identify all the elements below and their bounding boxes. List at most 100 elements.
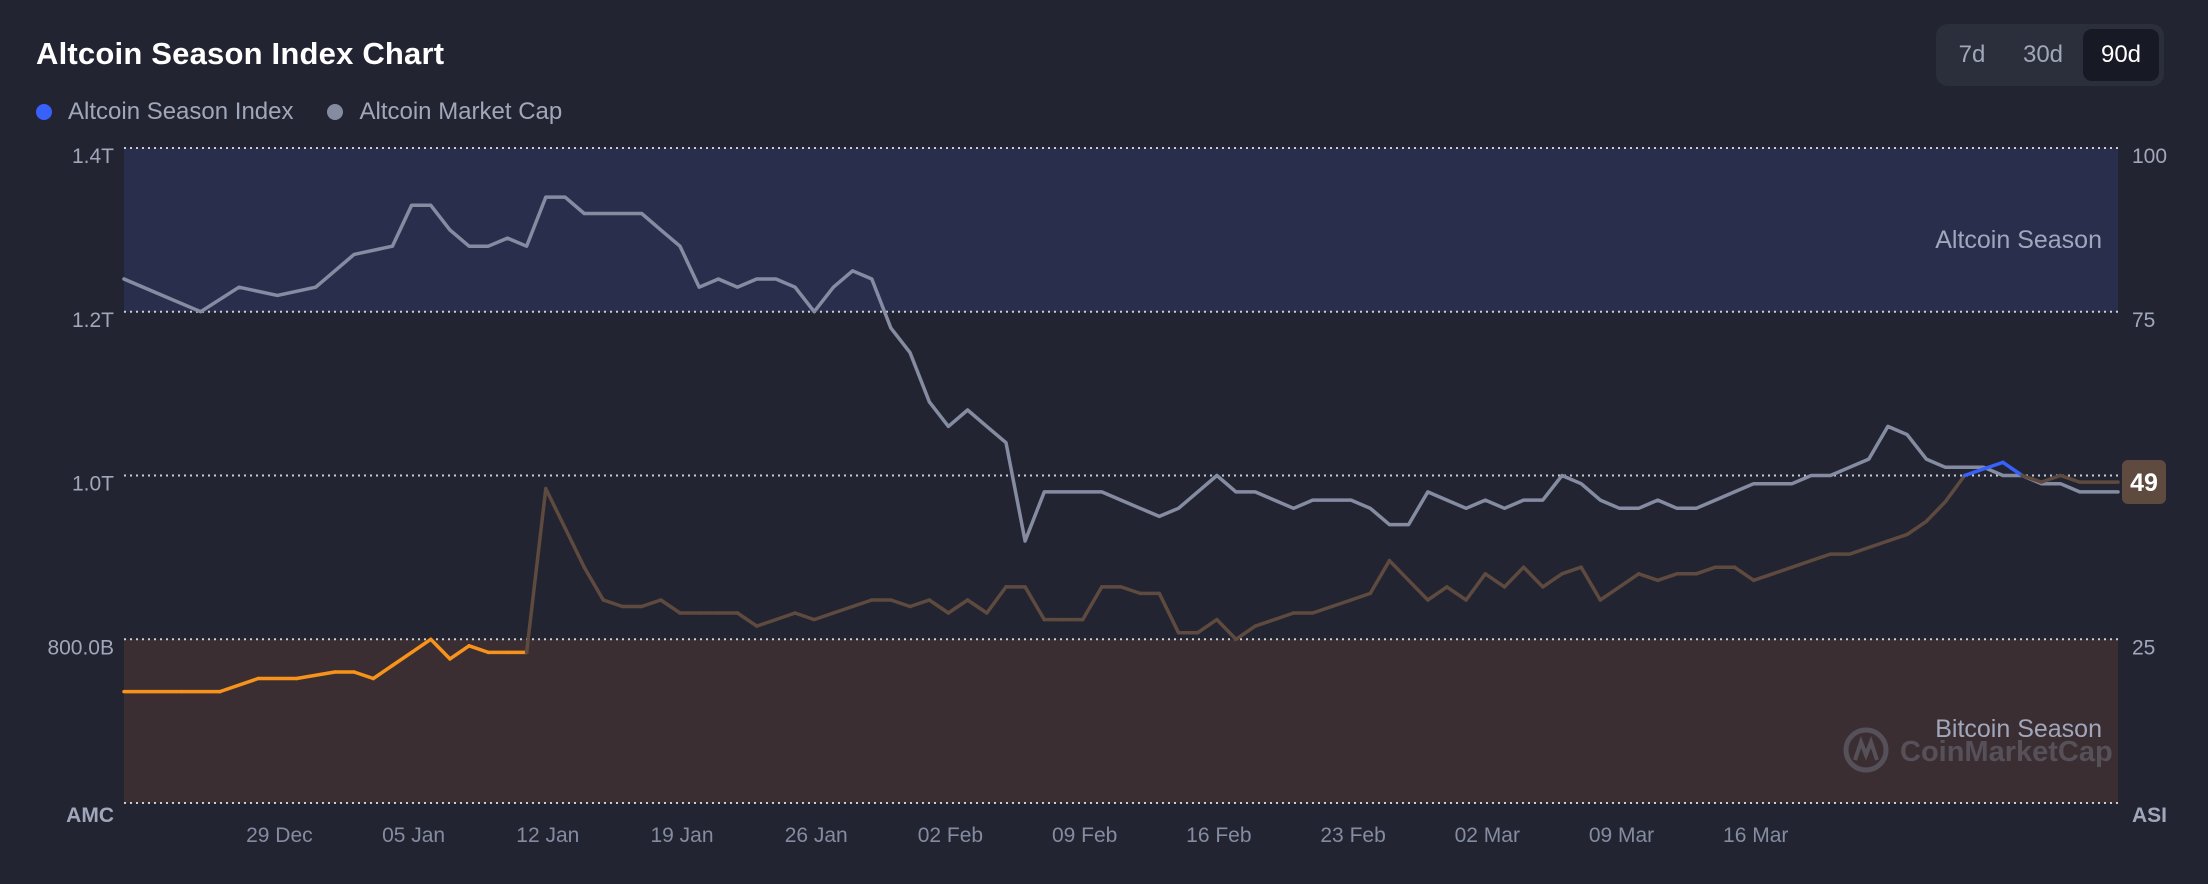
series-segment-index bbox=[1234, 624, 1257, 642]
series-segment-index bbox=[1330, 598, 1353, 609]
series-segment-index bbox=[735, 611, 759, 628]
series-segment-index bbox=[908, 598, 932, 609]
series-segment-index bbox=[1579, 565, 1603, 602]
series-segment-index bbox=[524, 486, 548, 655]
y-left-tick-label: 800.0B bbox=[47, 636, 114, 659]
series-line-market-cap bbox=[122, 195, 2120, 543]
series-segment-index bbox=[1272, 611, 1296, 622]
series-segment-index bbox=[1560, 565, 1583, 576]
x-tick-label: 16 Feb bbox=[1186, 824, 1251, 847]
y-right-tick-label: 25 bbox=[2132, 636, 2155, 659]
series-segment-index bbox=[2058, 473, 2082, 484]
series-segment-index bbox=[1023, 585, 1047, 622]
series-segment-index bbox=[1924, 499, 1948, 524]
series-segment-index bbox=[1732, 565, 1756, 583]
legend-item-altcoin-market-cap[interactable]: Altcoin Market Cap bbox=[327, 98, 562, 126]
series-segment-index bbox=[429, 637, 452, 661]
zone-label-1: Bitcoin Season bbox=[1935, 715, 2102, 743]
chart-legend: Altcoin Season Index Altcoin Market Cap bbox=[36, 98, 562, 126]
series-segment-index bbox=[2039, 473, 2063, 484]
x-tick-label: 29 Dec bbox=[246, 824, 313, 847]
series-segment-index bbox=[1253, 617, 1277, 628]
series-segment-index bbox=[1694, 565, 1718, 576]
series-segment-index bbox=[774, 611, 797, 622]
x-tick-label: 19 Jan bbox=[650, 824, 713, 847]
series-segment-index bbox=[1886, 532, 1909, 543]
series-segment-index bbox=[294, 670, 337, 681]
series-segment-index bbox=[601, 598, 625, 609]
x-tick-label: 09 Mar bbox=[1589, 824, 1654, 847]
series-segment-index bbox=[793, 611, 816, 622]
zone-label-0: Altcoin Season bbox=[1935, 226, 2102, 254]
series-segment-index bbox=[1406, 578, 1430, 602]
watermark-logo-icon bbox=[1843, 727, 1889, 773]
series-segment-index bbox=[1943, 473, 1967, 504]
series-segment-index bbox=[1387, 558, 1411, 583]
series-segment-index bbox=[754, 617, 778, 628]
y-right-tick-label: 100 bbox=[2132, 145, 2167, 168]
series-segment-index bbox=[850, 598, 874, 609]
series-segment-index bbox=[1119, 585, 1142, 596]
series-segment-index bbox=[1157, 591, 1181, 635]
series-segment-index bbox=[390, 650, 414, 668]
series-segment-index bbox=[812, 611, 836, 622]
legend-label-market-cap: Altcoin Market Cap bbox=[359, 98, 563, 125]
series-segment-index bbox=[1426, 585, 1449, 602]
legend-item-altcoin-season-index[interactable]: Altcoin Season Index bbox=[36, 98, 293, 126]
x-tick-label: 02 Mar bbox=[1455, 824, 1520, 847]
series-segment-index bbox=[1502, 565, 1526, 589]
legend-dot-market-cap bbox=[327, 104, 344, 120]
series-segment-index bbox=[1771, 565, 1794, 576]
series-segment-index bbox=[965, 598, 989, 615]
range-30d-button[interactable]: 30d bbox=[2022, 41, 2064, 68]
series-segment-index bbox=[1310, 604, 1334, 615]
series-segment-index bbox=[1368, 558, 1392, 596]
y-left-tick-label: 1.2T bbox=[72, 309, 114, 332]
series-segment-index bbox=[1521, 565, 1545, 589]
x-tick-label: 02 Feb bbox=[918, 824, 983, 847]
chart-title: Altcoin Season Index Chart bbox=[36, 36, 445, 71]
series-segment-index bbox=[1982, 460, 2005, 471]
series-segment-index bbox=[1790, 558, 1813, 569]
series-segment-index bbox=[1867, 539, 1890, 550]
y-left-tick-label: 1.4T bbox=[72, 145, 114, 168]
zone-band-1 bbox=[124, 639, 2118, 803]
current-value-label: 49 bbox=[2130, 469, 2158, 497]
series-segment-index bbox=[467, 644, 491, 655]
watermark: CoinMarketCap bbox=[1843, 727, 2113, 773]
watermark-text: CoinMarketCap bbox=[1900, 736, 2113, 768]
series-segment-index bbox=[1656, 572, 1679, 583]
series-segment-index bbox=[1636, 572, 1660, 583]
series-segment-index bbox=[1195, 617, 1219, 635]
series-segment-index bbox=[659, 598, 682, 615]
series-segment-index bbox=[1349, 591, 1373, 602]
series-segment-index bbox=[1962, 467, 1986, 478]
series-segment-index bbox=[1445, 585, 1468, 602]
range-90d-button[interactable]: 90d bbox=[2083, 29, 2159, 81]
legend-label-index: Altcoin Season Index bbox=[68, 98, 294, 125]
zone-band-0 bbox=[124, 148, 2118, 312]
range-7d-button[interactable]: 7d bbox=[1958, 41, 1986, 68]
series-segment-index bbox=[563, 526, 586, 569]
x-tick-label: 05 Jan bbox=[382, 824, 445, 847]
legend-dot-index bbox=[36, 104, 52, 120]
series-segment-index bbox=[582, 565, 606, 602]
series-segment-index bbox=[1905, 519, 1929, 537]
left-axis-corner-label: AMC bbox=[66, 804, 114, 827]
series-segment-index bbox=[889, 598, 912, 609]
series-segment-index bbox=[371, 663, 395, 681]
series-segment-index bbox=[1617, 572, 1641, 589]
y-right-tick-label: 75 bbox=[2132, 309, 2155, 332]
y-left-tick-label: 1.0T bbox=[72, 473, 114, 496]
x-tick-label: 23 Feb bbox=[1320, 824, 1385, 847]
time-range-selector: 7d 30d 90d bbox=[1936, 24, 2164, 86]
current-value-badge bbox=[2122, 460, 2166, 505]
series-segment-index bbox=[409, 637, 433, 655]
series-segment-index bbox=[1080, 585, 1104, 622]
series-segment-index bbox=[1464, 572, 1488, 602]
series-segment-index bbox=[946, 598, 970, 615]
series-segment-index bbox=[1809, 552, 1833, 563]
x-tick-label: 16 Mar bbox=[1723, 824, 1788, 847]
series-segment-index bbox=[544, 486, 567, 530]
